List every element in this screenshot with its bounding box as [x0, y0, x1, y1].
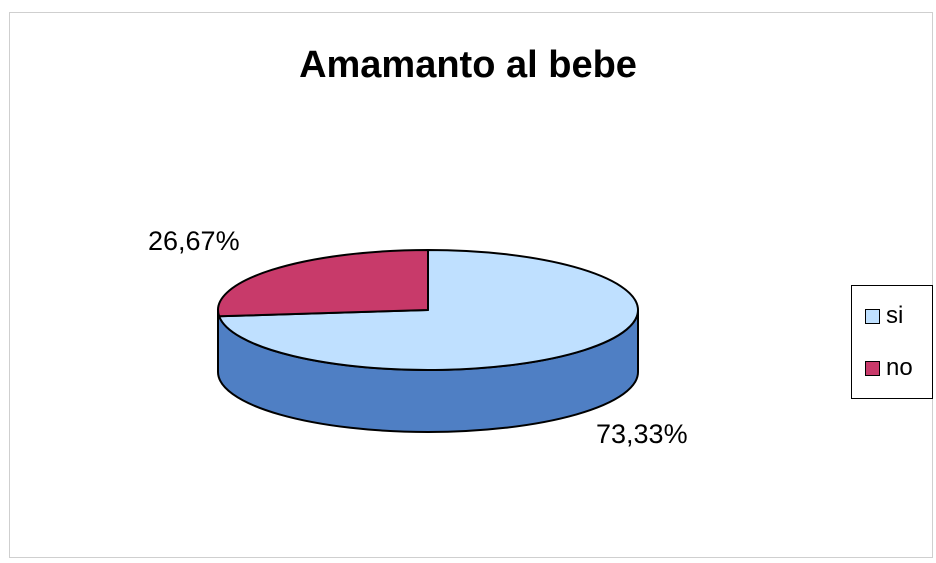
pie-top-face — [217, 249, 639, 371]
legend-label-no: no — [886, 354, 913, 381]
data-label-si: 73,33% — [596, 419, 688, 449]
chart-title: Amamanto al bebe — [299, 44, 637, 86]
legend-item-si: si — [865, 301, 903, 331]
legend-swatch-si — [865, 308, 880, 324]
legend: si no — [851, 285, 933, 399]
pie-slice-no — [217, 249, 429, 318]
legend-swatch-no — [865, 360, 880, 376]
legend-label-si: si — [886, 302, 904, 329]
data-label-no: 26,67% — [148, 226, 240, 256]
legend-item-no: no — [865, 353, 913, 383]
